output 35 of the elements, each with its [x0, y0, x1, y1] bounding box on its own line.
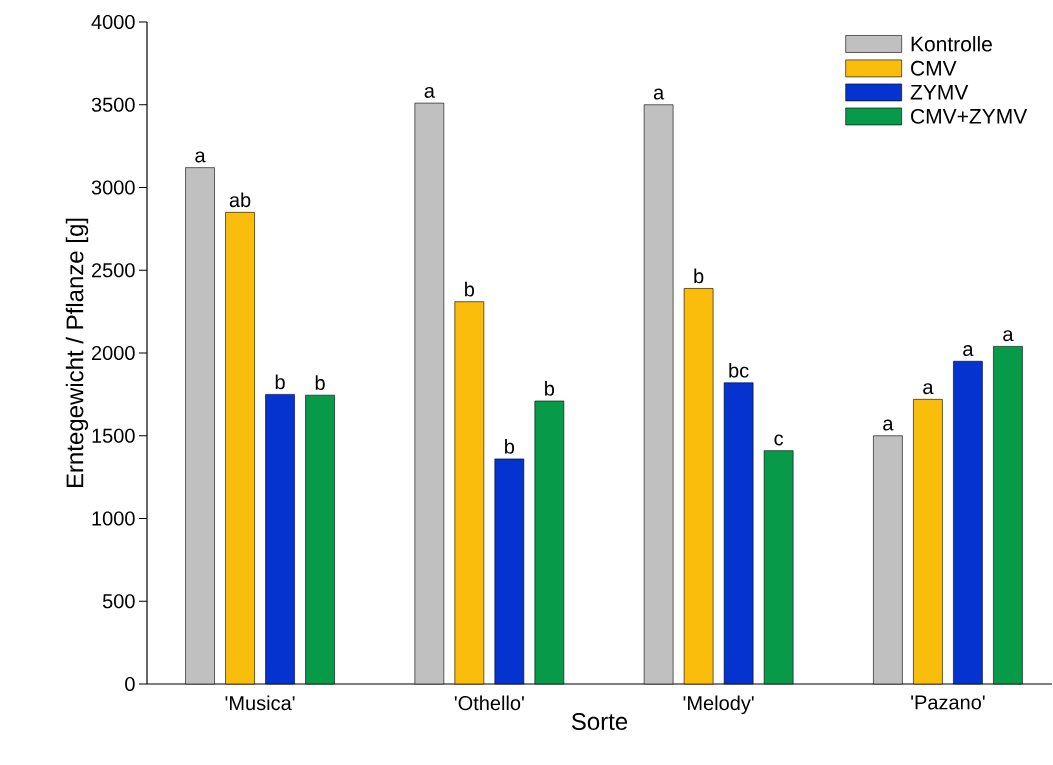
x-tick-label: 'Melody': [683, 695, 754, 715]
y-tick-label: 1500: [92, 428, 135, 443]
data-label: ab: [229, 192, 251, 208]
legend-label: ZYMV: [910, 84, 969, 100]
y-tick-label: 3000: [91, 180, 135, 195]
data-label: a: [653, 88, 665, 100]
y-tick-label: 1000: [92, 511, 135, 526]
x-tick-label: 'Othello': [454, 695, 524, 711]
y-tick-label: 3500: [91, 97, 135, 112]
legend-label: CMV: [911, 60, 957, 76]
data-label: b: [505, 439, 515, 454]
y-tick-label: 2500: [91, 263, 135, 278]
x-axis-title: Sorte: [571, 713, 628, 730]
data-label: a: [424, 86, 435, 98]
x-tick-label: 'Musica': [225, 695, 295, 711]
data-label: c: [774, 434, 784, 446]
data-label: a: [1003, 330, 1014, 342]
data-label: a: [883, 419, 894, 431]
data-label: b: [545, 381, 555, 396]
data-label: a: [923, 383, 934, 395]
y-tick-label: 500: [102, 594, 135, 609]
y-axis-title: Erntegewicht / Pflanze [g]: [65, 218, 89, 488]
data-label: a: [963, 345, 974, 357]
legend-label: CMV+ZYMV: [911, 108, 1028, 124]
data-label: a: [195, 151, 206, 163]
data-label: bc: [729, 362, 749, 378]
data-label: b: [275, 374, 285, 390]
y-tick-label: 2000: [91, 345, 135, 361]
y-tick-label: 0: [125, 676, 135, 692]
legend-label: Kontrolle: [911, 36, 992, 52]
data-label: b: [465, 281, 475, 297]
data-label: b: [315, 375, 325, 391]
x-tick-label: 'Pazano': [911, 695, 985, 710]
y-tick-label: 4000: [91, 14, 135, 30]
data-label: b: [694, 268, 704, 284]
